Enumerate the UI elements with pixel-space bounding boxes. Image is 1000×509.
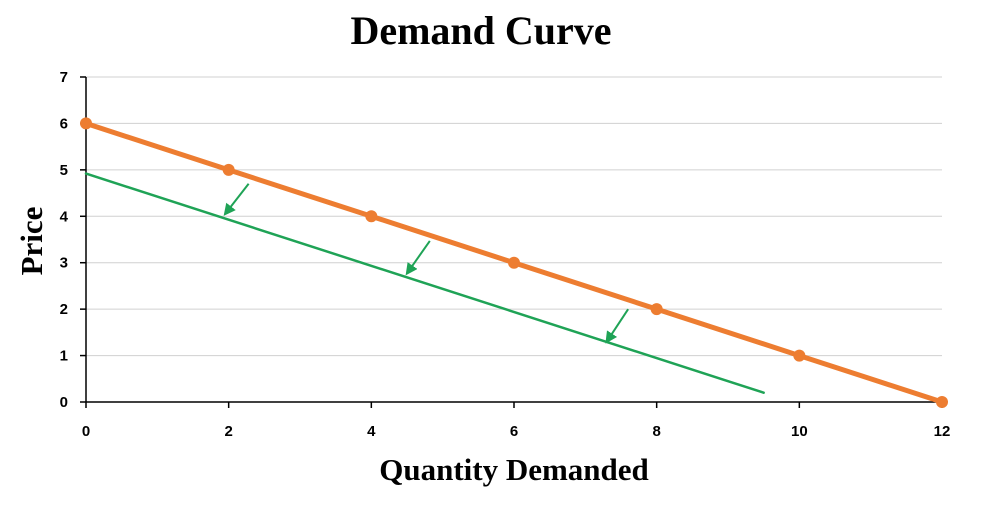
series xyxy=(80,117,948,408)
y-tick-label: 0 xyxy=(60,394,68,411)
shift-arrows xyxy=(223,183,629,344)
y-tick-label: 2 xyxy=(60,301,68,318)
x-tick-label: 8 xyxy=(652,423,660,440)
y-tick-label: 6 xyxy=(60,115,68,132)
x-tick-label: 10 xyxy=(791,423,808,440)
y-axis-title: Price xyxy=(14,207,49,276)
chart-title: Demand Curve xyxy=(350,8,611,53)
series-1 xyxy=(84,172,765,394)
y-tick-label: 1 xyxy=(60,348,68,365)
data-point xyxy=(365,210,378,223)
y-tick-label: 5 xyxy=(60,162,68,179)
x-tick-label: 6 xyxy=(510,423,518,440)
series-0 xyxy=(80,117,948,408)
x-tick-label: 2 xyxy=(224,423,232,440)
y-tick-label: 7 xyxy=(60,69,68,86)
data-point xyxy=(650,303,663,316)
data-point xyxy=(508,256,520,269)
data-point xyxy=(936,396,948,408)
shifted-demand-line xyxy=(84,172,765,394)
y-tick-label: 3 xyxy=(60,255,68,272)
shift-arrow xyxy=(223,183,250,216)
x-axis-title: Quantity Demanded xyxy=(379,452,649,487)
x-tick-label: 4 xyxy=(367,423,376,440)
data-point xyxy=(793,349,806,362)
shift-arrow xyxy=(605,308,629,344)
data-point xyxy=(222,163,235,176)
x-tick-label: 0 xyxy=(82,423,90,440)
y-tick-label: 4 xyxy=(60,208,69,225)
shift-arrow xyxy=(405,240,431,276)
data-point xyxy=(80,117,92,130)
x-tick-label: 12 xyxy=(934,423,951,440)
axes xyxy=(80,76,943,408)
